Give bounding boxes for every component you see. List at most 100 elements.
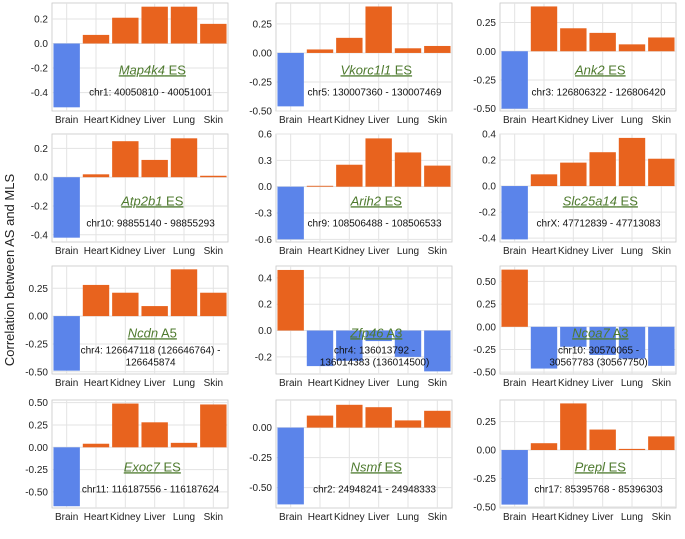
genomic-coords: chr3: 126806322 - 126806420 [532,87,666,98]
y-tick-label: -0.3 [255,209,273,220]
bar-liver [589,152,616,187]
y-tick-label: 0.0 [482,182,496,193]
plot-area [499,399,677,509]
bar-liver [141,422,168,448]
bar-lung [170,269,198,317]
genomic-coords: chr4: 126647118 (126646764) -126645874 [81,345,221,368]
y-tick-label: 0.00 [29,443,49,454]
y-tick-label: -0.4 [31,88,49,99]
event-type: ES [381,193,402,208]
x-tick-label: Skin [428,512,447,523]
bar-skin [648,37,675,52]
y-tick-label: 0.0 [34,173,48,184]
panel-vkorc1l1: 0.25 0.00 -0.25 -0.50 Brain Heart Kidney Liver L… [249,2,453,126]
bar-skin [200,404,227,448]
event-type: ES [165,62,186,77]
y-tick-label: 0.2 [34,144,48,155]
x-tick-label: Heart [532,512,557,523]
bar-skin [424,410,451,428]
x-tick-label: Liver [144,378,166,389]
gene-name: Prepl [575,459,606,474]
gene-name: Map4k4 [119,62,165,77]
bar-liver [141,159,168,178]
x-tick-label: Lung [173,378,195,389]
bar-kidney [112,17,139,44]
x-tick-label: Brain [503,115,526,126]
y-tick-label: -0.2 [255,352,273,363]
bar-lung [618,448,646,451]
x-tick-label: Heart [308,115,333,126]
x-tick-label: Liver [592,246,614,257]
y-tick-label: -0.50 [473,502,496,513]
x-tick-label: Kidney [110,115,141,126]
x-tick-label: Skin [204,115,223,126]
bar-liver [365,6,392,53]
x-tick-label: Heart [84,115,109,126]
coords-line: chr10: 30570065 - [558,345,639,356]
x-tick-label: Liver [592,512,614,523]
x-tick-label: Lung [397,378,419,389]
x-tick-label: Brain [503,246,526,257]
x-tick-label: Kidney [334,246,365,257]
bar-brain [53,316,80,371]
y-tick-label: 0.00 [477,47,497,58]
gene-name: Nsmf [351,459,383,474]
y-tick-label: 0.0 [258,326,272,337]
coords-line: 126645874 [126,357,176,368]
x-tick-label: Skin [204,378,223,389]
y-tick-label: 0.50 [29,398,49,409]
bar-heart [530,443,558,451]
plot-area [275,265,453,375]
y-tick-label: 0.2 [34,14,48,25]
bar-lung [394,48,422,53]
plot-area [275,399,453,509]
plot-area [499,2,677,112]
coords-line: chr4: 126647118 (126646764) - [81,345,221,356]
y-tick-label: -0.25 [249,77,272,88]
y-tick-label: -0.50 [473,104,496,115]
y-tick-label: 0.00 [253,48,273,59]
x-tick-label: Heart [308,378,333,389]
x-tick-label: Skin [428,246,447,257]
event-type: A3 [610,325,629,340]
x-tick-label: Lung [621,115,643,126]
x-tick-label: Liver [144,246,166,257]
gene-title: Exoc7 ES [124,459,181,474]
bar-brain [53,447,80,507]
y-tick-label: 0.25 [29,284,49,295]
y-tick-label: -0.4 [479,234,497,245]
bar-heart [530,6,558,52]
x-tick-label: Brain [279,512,302,523]
bar-kidney [112,403,139,448]
x-tick-label: Lung [397,115,419,126]
bar-brain [501,51,528,109]
bar-lung [618,326,646,359]
x-tick-label: Liver [368,115,390,126]
x-tick-label: Liver [592,115,614,126]
gene-name: Ncdn [128,325,158,340]
bar-heart [306,49,334,53]
plot-area [51,133,229,243]
bar-brain [277,186,304,240]
bar-skin [648,326,675,366]
x-tick-label: Skin [428,115,447,126]
y-tick-label: 0.25 [253,19,273,30]
bar-brain [501,186,528,240]
bar-lung [170,138,198,178]
bar-heart [306,330,334,367]
bar-brain [277,52,304,107]
gene-title: Ncdn A5 [128,325,177,340]
bar-liver [589,429,616,451]
coords-line: chr4: 136013792 - [334,345,415,356]
y-tick-label: -0.2 [31,202,49,213]
bar-heart [82,284,110,317]
genomic-coords: chrX: 47712839 - 47713083 [537,218,661,229]
bar-heart [82,34,110,44]
x-tick-label: Brain [55,115,78,126]
x-tick-label: Brain [55,246,78,257]
bar-heart [530,326,558,369]
x-tick-label: Kidney [110,246,141,257]
genomic-coords: chr9: 108506488 - 108506533 [308,218,442,229]
y-tick-label: 0.00 [29,312,49,323]
bar-kidney [336,330,363,361]
